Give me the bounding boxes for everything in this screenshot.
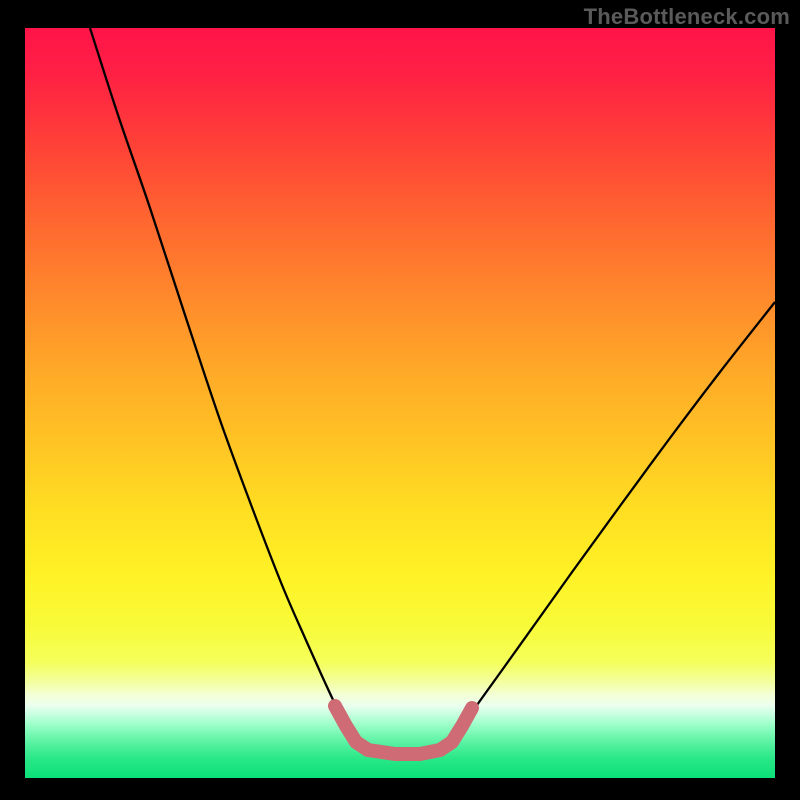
bottleneck-chart: [0, 0, 800, 800]
gradient-background: [25, 28, 775, 778]
chart-stage: { "watermark": { "text": "TheBottleneck.…: [0, 0, 800, 800]
watermark-text: TheBottleneck.com: [584, 4, 790, 30]
